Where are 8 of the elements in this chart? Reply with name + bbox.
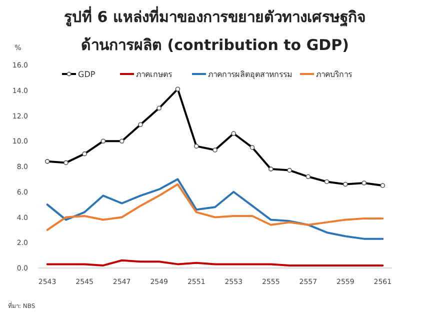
legend-label: GDP [78, 70, 96, 79]
line-series [46, 178, 384, 240]
legend-label: ภาคเกษตร [136, 70, 173, 79]
legend-label: ภาคบริการ [316, 70, 353, 79]
chart-title: รูปที่ 6 แหล่งที่มาของการขยายตัวทางเศรษฐกิจ [64, 6, 366, 27]
chart-subtitle: ด้านการผลิต (contribution to GDP) [81, 36, 349, 54]
legend-label: ภาคการผลิตอุตสาหกรรม [208, 70, 292, 79]
line-series [46, 183, 384, 231]
